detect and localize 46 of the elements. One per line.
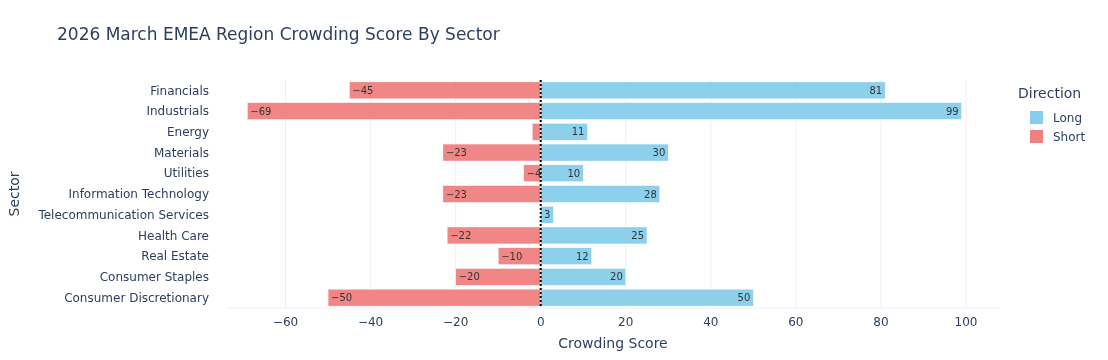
data-label: −50: [331, 292, 353, 304]
legend-label: Short: [1053, 130, 1086, 144]
y-tick-label: Energy: [166, 125, 209, 140]
y-tick-label: Information Technology: [68, 187, 209, 202]
data-label: −10: [501, 250, 523, 262]
y-tick-label: Industrials: [146, 104, 209, 119]
y-tick-label: Telecommunication Services: [37, 207, 209, 222]
data-label: 30: [652, 147, 666, 159]
legend-title: Direction: [1018, 85, 1082, 101]
y-tick-label: Financials: [150, 83, 209, 98]
x-tick-label: −60: [272, 315, 299, 329]
y-tick-label: Materials: [153, 145, 209, 160]
x-axis-title: Crowding Score: [558, 335, 668, 351]
y-tick-label: Consumer Staples: [99, 270, 209, 285]
x-tick-label: −20: [442, 315, 469, 329]
x-tick-label: 100: [954, 315, 978, 329]
data-label: −22: [450, 229, 472, 241]
data-label: −45: [352, 84, 374, 96]
legend-label: Long: [1053, 111, 1083, 125]
x-tick-label: 60: [788, 315, 804, 329]
data-label: −69: [250, 105, 272, 117]
data-label: 3: [544, 209, 551, 221]
x-tick-label: 20: [618, 315, 634, 329]
data-label: −23: [445, 147, 467, 159]
y-axis-title: Sector: [6, 171, 22, 217]
y-tick-label: Consumer Discretionary: [64, 290, 209, 305]
y-tick-label: Real Estate: [141, 249, 209, 264]
x-tick-label: 80: [873, 315, 889, 329]
y-tick-label: Health Care: [137, 228, 209, 243]
x-tick-label: −40: [357, 315, 384, 329]
data-label: 28: [644, 188, 657, 200]
data-label: 25: [631, 229, 645, 241]
data-label: 81: [869, 84, 883, 96]
data-label: 12: [576, 250, 589, 262]
y-tick-label: Utilities: [163, 166, 209, 181]
data-label: 11: [571, 126, 585, 138]
data-label: 10: [567, 167, 581, 179]
data-label: −4: [526, 167, 542, 179]
data-label: 99: [945, 105, 959, 117]
data-label: 50: [737, 292, 751, 304]
data-label: 20: [610, 271, 623, 283]
data-label: −23: [445, 188, 467, 200]
chart-title: 2026 March EMEA Region Crowding Score By Sector: [57, 24, 500, 44]
data-label: −20: [458, 271, 480, 283]
x-tick-label: 0: [536, 315, 545, 329]
x-tick-label: 40: [703, 315, 719, 329]
